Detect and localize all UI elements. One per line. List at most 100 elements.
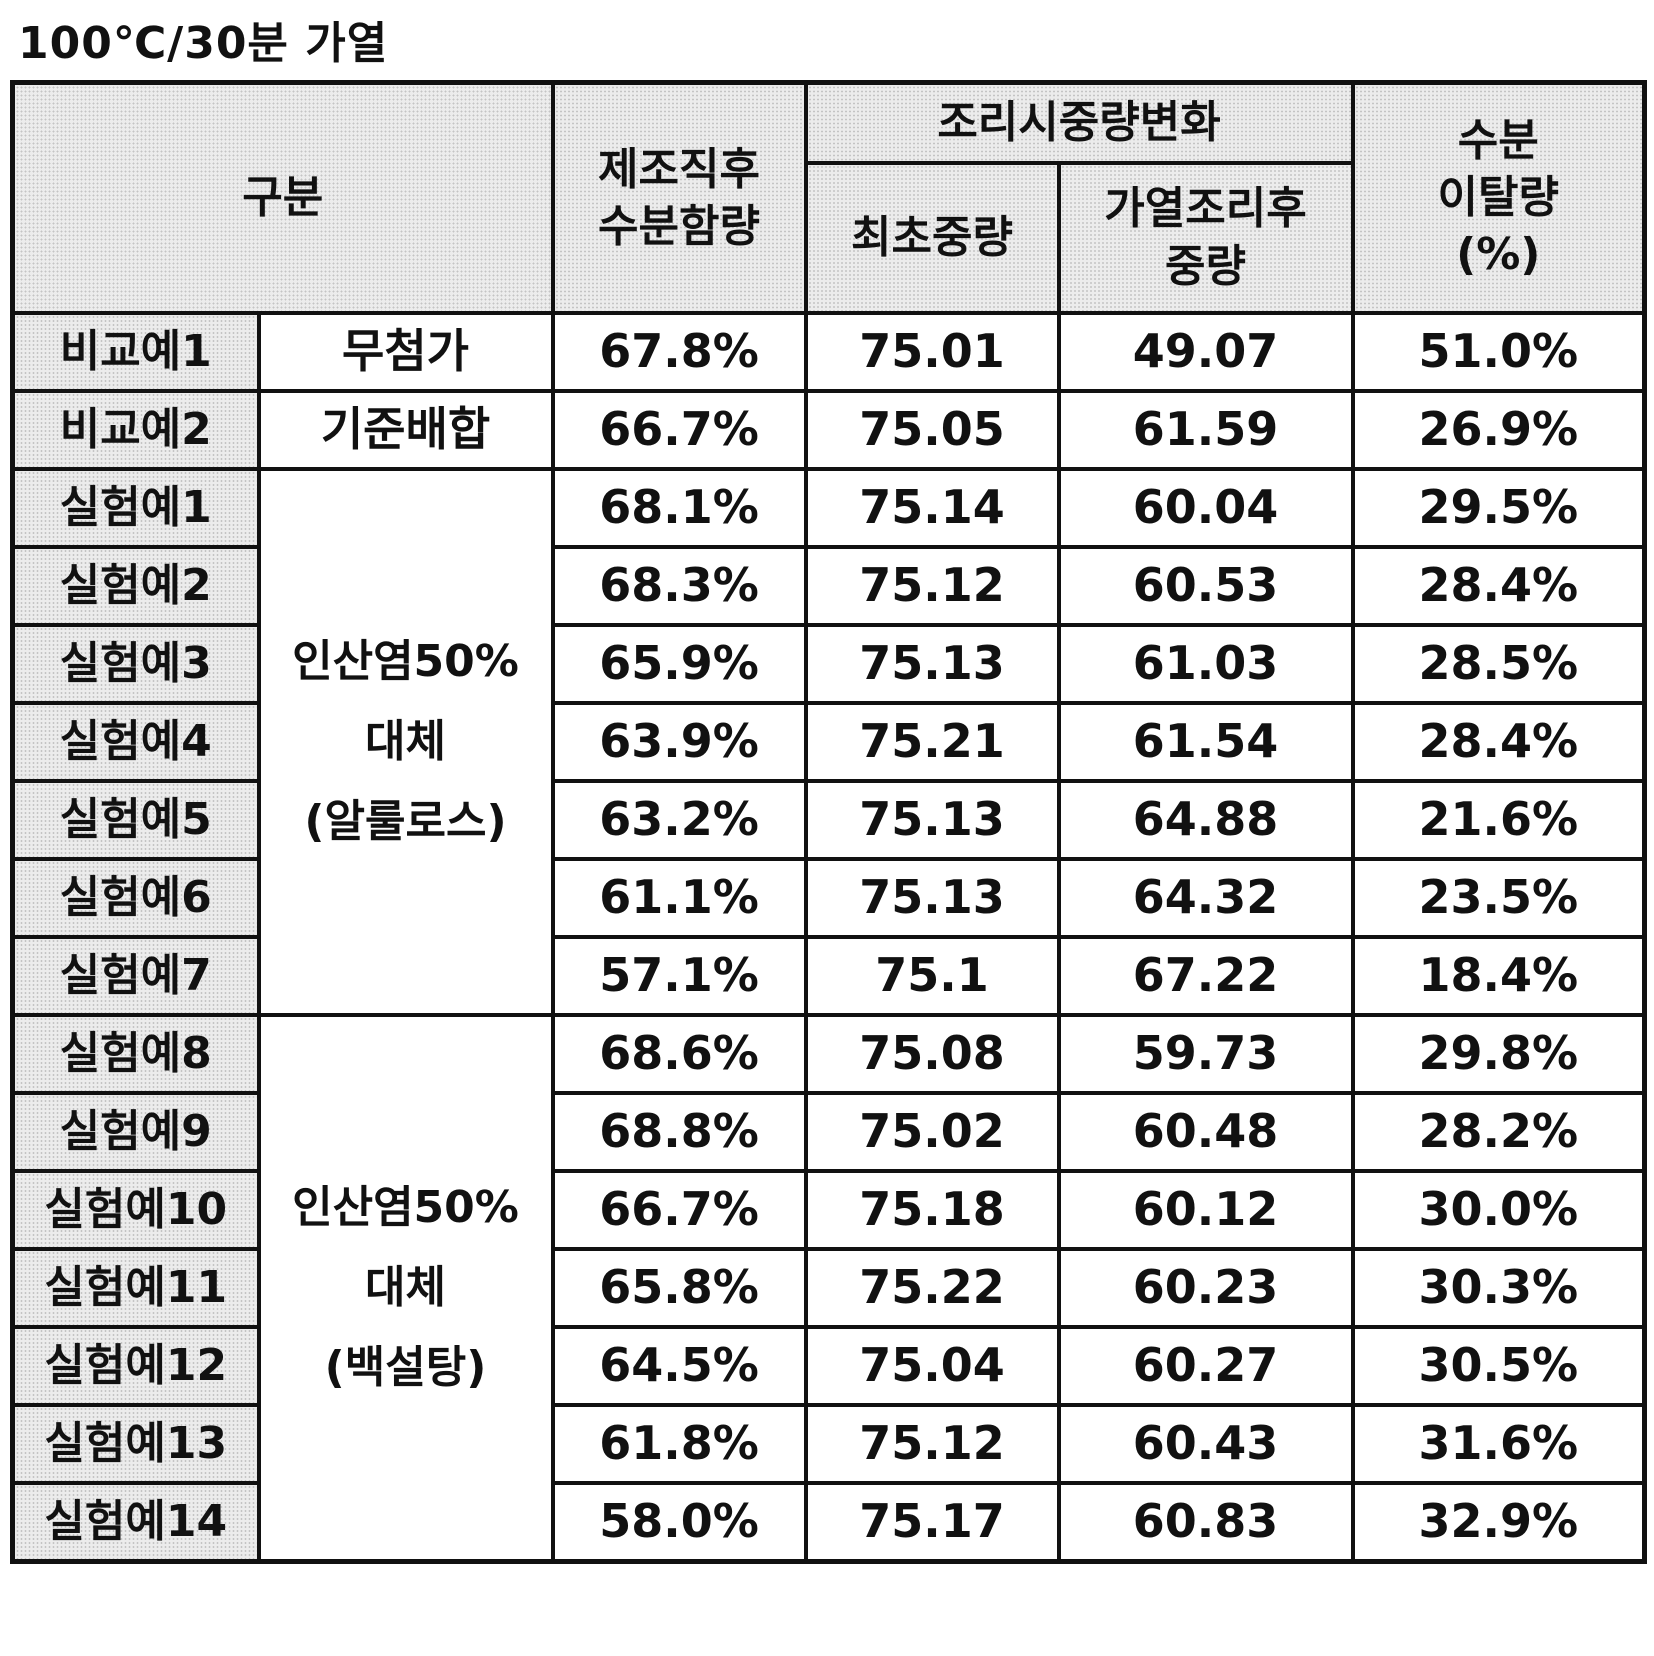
- moisture-cell: 68.3%: [550, 544, 808, 627]
- initial-weight-cell: 75.12: [803, 1402, 1061, 1485]
- moisture-loss-cell: 31.6%: [1350, 1402, 1647, 1485]
- moisture-loss-cell: 18.4%: [1350, 934, 1647, 1017]
- table-row: 실험예2 68.3% 75.12 60.53 28.4%: [10, 544, 1647, 627]
- moisture-loss-cell: 28.4%: [1350, 700, 1647, 783]
- moisture-loss-cell: 23.5%: [1350, 856, 1647, 939]
- table-row: 실험예13 61.8% 75.12 60.43 31.6%: [10, 1402, 1647, 1485]
- initial-weight-cell: 75.1: [803, 934, 1061, 1017]
- header-loss-line1: 수분: [1457, 114, 1539, 166]
- moisture-loss-cell: 21.6%: [1350, 778, 1647, 861]
- group-cell-allulose: 인산염50% 대체 (알룰로스): [256, 466, 555, 1017]
- header-loss-line2: 이탈량: [1437, 172, 1559, 224]
- after-cook-weight-cell: 60.83: [1056, 1480, 1355, 1563]
- moisture-cell: 66.7%: [550, 1168, 808, 1251]
- initial-weight-cell: 75.13: [803, 856, 1061, 939]
- moisture-cell: 66.7%: [550, 388, 808, 471]
- table-row: 비교예2 기준배합 66.7% 75.05 61.59 26.9%: [10, 388, 1647, 471]
- initial-weight-cell: 75.17: [803, 1480, 1061, 1563]
- header-moisture-after-prep: 제조직후 수분함량: [550, 80, 808, 315]
- after-cook-weight-cell: 61.59: [1056, 388, 1355, 471]
- after-cook-weight-cell: 60.12: [1056, 1168, 1355, 1251]
- moisture-loss-cell: 30.5%: [1350, 1324, 1647, 1407]
- row-label: 실험예7: [10, 934, 261, 1017]
- after-cook-weight-cell: 49.07: [1056, 310, 1355, 393]
- table-row: 실험예8 인산염50% 대체 (백설탕) 68.6% 75.08 59.73 2…: [10, 1012, 1647, 1563]
- header-initial-weight-label: 최초중량: [851, 211, 1013, 263]
- initial-weight-cell: 75.14: [803, 466, 1061, 549]
- after-cook-weight-cell: 60.48: [1056, 1090, 1355, 1173]
- moisture-loss-cell: 28.4%: [1350, 544, 1647, 627]
- moisture-cell: 57.1%: [550, 934, 808, 1017]
- row-label: 실험예4: [10, 700, 261, 783]
- group-sugar-line1: 인산염50%: [292, 1181, 519, 1233]
- group-cell-sugar: 인산염50% 대체 (백설탕): [256, 1012, 555, 1563]
- header-loss-line3: (%): [1456, 229, 1541, 281]
- after-cook-weight-cell: 60.27: [1056, 1324, 1355, 1407]
- table-row: 비교예1 무첨가 67.8% 75.01 49.07 51.0%: [10, 310, 1647, 393]
- header-weight-change-group: 조리시중량변화: [803, 80, 1355, 165]
- moisture-loss-cell: 30.3%: [1350, 1246, 1647, 1329]
- row-label: 실험예5: [10, 778, 261, 861]
- group-sugar-line3: (백설탕): [324, 1341, 487, 1393]
- row-label: 실험예8: [10, 1012, 261, 1095]
- after-cook-weight-cell: 60.23: [1056, 1246, 1355, 1329]
- after-cook-weight-cell: 60.53: [1056, 544, 1355, 627]
- moisture-loss-cell: 28.2%: [1350, 1090, 1647, 1173]
- results-table: 구분 제조직후 수분함량 조리시중량변화 수분 이탈량 (%) 최초중량 가열조…: [10, 80, 1647, 1564]
- group-allulose-line1: 인산염50%: [292, 635, 519, 687]
- header-moisture-line2: 수분함량: [598, 200, 760, 252]
- group-cell-none: 무첨가: [256, 310, 555, 393]
- group-allulose-line3: (알룰로스): [304, 795, 507, 847]
- row-label: 실험예3: [10, 622, 261, 705]
- initial-weight-cell: 75.05: [803, 388, 1061, 471]
- moisture-cell: 65.9%: [550, 622, 808, 705]
- table-row: 실험예1 인산염50% 대체 (알룰로스) 68.1% 75.14 60.04 …: [10, 466, 1647, 1017]
- group-sugar-line2: 대체: [365, 1261, 446, 1313]
- header-weight-change-label: 조리시중량변화: [937, 97, 1221, 149]
- moisture-loss-cell: 26.9%: [1350, 388, 1647, 471]
- page-title: 100℃/30분 가열: [18, 18, 389, 69]
- after-cook-weight-cell: 64.88: [1056, 778, 1355, 861]
- table-row: 실험예4 63.9% 75.21 61.54 28.4%: [10, 700, 1647, 783]
- moisture-loss-cell: 32.9%: [1350, 1480, 1647, 1563]
- row-label: 실험예1: [10, 466, 261, 549]
- header-moisture-loss: 수분 이탈량 (%): [1350, 80, 1647, 315]
- moisture-loss-cell: 51.0%: [1350, 310, 1647, 393]
- table-row: 실험예9 68.8% 75.02 60.48 28.2%: [10, 1090, 1647, 1173]
- initial-weight-cell: 75.18: [803, 1168, 1061, 1251]
- row-label: 실험예9: [10, 1090, 261, 1173]
- row-label: 실험예12: [10, 1324, 261, 1407]
- moisture-cell: 64.5%: [550, 1324, 808, 1407]
- initial-weight-cell: 75.08: [803, 1012, 1061, 1095]
- moisture-cell: 63.2%: [550, 778, 808, 861]
- initial-weight-cell: 75.04: [803, 1324, 1061, 1407]
- header-after-cook-line2: 중량: [1165, 240, 1246, 292]
- after-cook-weight-cell: 64.32: [1056, 856, 1355, 939]
- moisture-cell: 63.9%: [550, 700, 808, 783]
- moisture-loss-cell: 30.0%: [1350, 1168, 1647, 1251]
- header-after-cook-line1: 가열조리후: [1104, 183, 1307, 235]
- header-initial-weight: 최초중량: [803, 160, 1061, 315]
- table-row: 실험예5 63.2% 75.13 64.88 21.6%: [10, 778, 1647, 861]
- row-label: 실험예2: [10, 544, 261, 627]
- moisture-cell: 58.0%: [550, 1480, 808, 1563]
- after-cook-weight-cell: 59.73: [1056, 1012, 1355, 1095]
- after-cook-weight-cell: 60.43: [1056, 1402, 1355, 1485]
- moisture-loss-cell: 28.5%: [1350, 622, 1647, 705]
- moisture-cell: 68.1%: [550, 466, 808, 549]
- header-after-cook-weight: 가열조리후 중량: [1056, 160, 1355, 315]
- row-label: 실험예13: [10, 1402, 261, 1485]
- moisture-cell: 67.8%: [550, 310, 808, 393]
- table-row: 실험예10 66.7% 75.18 60.12 30.0%: [10, 1168, 1647, 1251]
- row-label: 실험예10: [10, 1168, 261, 1251]
- header-category: 구분: [10, 80, 555, 315]
- after-cook-weight-cell: 60.04: [1056, 466, 1355, 549]
- moisture-cell: 68.6%: [550, 1012, 808, 1095]
- row-label: 비교예1: [10, 310, 261, 393]
- after-cook-weight-cell: 61.03: [1056, 622, 1355, 705]
- group-allulose-line2: 대체: [365, 715, 446, 767]
- after-cook-weight-cell: 67.22: [1056, 934, 1355, 1017]
- table-row: 실험예14 58.0% 75.17 60.83 32.9%: [10, 1480, 1647, 1563]
- moisture-cell: 61.8%: [550, 1402, 808, 1485]
- moisture-loss-cell: 29.5%: [1350, 466, 1647, 549]
